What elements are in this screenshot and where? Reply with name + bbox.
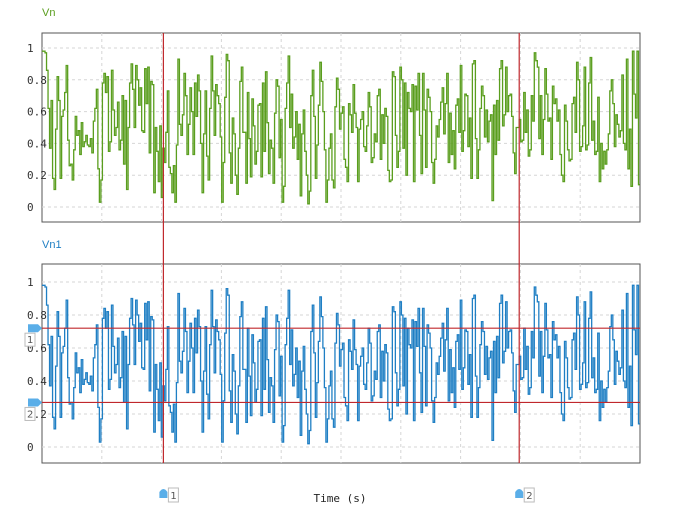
cursor-tag (24, 406, 36, 421)
series-line-vn (42, 50, 640, 205)
cursor-handle-icon[interactable] (28, 398, 42, 407)
y-tick-label: 1 (27, 42, 34, 55)
y-tick-label: 0.8 (27, 74, 47, 87)
cursor-tag (167, 487, 179, 503)
y-tick-label: 0 (27, 441, 34, 454)
y-tick-label: 0 (27, 201, 34, 214)
cursor-handle-icon[interactable] (159, 489, 168, 498)
y-tick-label: 0.2 (27, 169, 47, 182)
cursor-tag (24, 332, 36, 347)
series-line-vn1 (42, 284, 640, 445)
y-tick-label: 0.4 (27, 137, 47, 150)
cursor-handle-icon[interactable] (515, 489, 524, 498)
y-tick-label: 0.6 (27, 106, 47, 119)
cursor-tag-label: 1 (170, 491, 176, 502)
y-tick-label: 0.4 (27, 375, 47, 388)
panel-title: Vn (42, 7, 55, 19)
cursor-tag-label: 2 (526, 491, 532, 502)
y-tick-label: 0.8 (27, 309, 47, 322)
cursor-tag-label: 1 (27, 335, 33, 346)
x-axis-label: Time (s) (314, 492, 367, 505)
cursor-tag (523, 487, 535, 503)
cursor-tag-label: 2 (27, 409, 33, 420)
panel-title: Vn1 (42, 239, 62, 251)
vn-panel: Vn 0 0.2 0.4 0.6 0.8 1 (27, 7, 641, 223)
y-tick-label: 1 (27, 276, 34, 289)
cursor-layer[interactable]: 1 2 1 2 (24, 33, 640, 503)
cursor-handle-icon[interactable] (28, 324, 42, 333)
